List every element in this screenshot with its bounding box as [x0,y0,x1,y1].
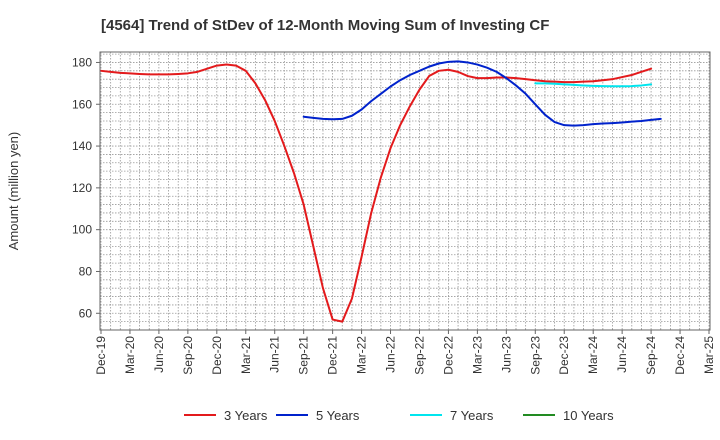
y-tick-label: 100 [72,223,92,237]
y-tick-label: 60 [79,306,93,320]
y-tick-label: 180 [72,55,92,69]
x-tick-label: Dec-24 [673,336,687,375]
y-tick-label: 160 [72,97,92,111]
y-tick-label: 140 [72,139,92,153]
chart-title: [4564] Trend of StDev of 12-Month Moving… [101,17,549,34]
plot-background [100,52,710,330]
y-axis-label: Amount (million yen) [6,132,21,251]
x-tick-label: Jun-21 [268,336,282,373]
legend-label: 5 Years [316,408,360,423]
x-tick-label: Jun-24 [615,336,629,373]
x-tick-label: Dec-23 [557,336,571,375]
series-line [100,63,653,323]
plot-frame [99,51,711,331]
x-tick-label: Mar-23 [470,336,484,374]
x-tick-label: Jun-20 [152,336,166,373]
x-tick-label: Sep-22 [412,336,426,375]
x-axis-ticks: Dec-19 Mar-20 Jun-20 Sep-20 Dec-20 Mar-21 Jun-… [94,330,716,375]
y-tick-label: 80 [79,264,93,278]
x-tick-label: Mar-24 [586,336,600,374]
x-tick-label: Mar-20 [123,336,137,374]
x-tick-label: Dec-20 [210,336,224,375]
x-tick-label: Jun-22 [384,336,398,373]
legend-label: 10 Years [563,408,614,423]
x-tick-label: Mar-22 [355,336,369,374]
x-tick-label: Sep-23 [528,336,542,375]
x-tick-label: Mar-21 [239,336,253,374]
x-tick-label: Mar-25 [702,336,716,374]
series-line [302,60,662,127]
series-line [534,82,653,88]
y-axis-ticks: 60 80 100 120 140 160 180 [72,55,100,320]
x-tick-label: Sep-21 [297,336,311,375]
y-tick-label: 120 [72,181,92,195]
series-lines [100,60,662,323]
x-tick-label: Dec-19 [94,336,108,375]
x-tick-label: Jun-23 [499,336,513,373]
x-tick-label: Dec-21 [326,336,340,375]
x-tick-label: Sep-24 [644,336,658,375]
x-tick-label: Dec-22 [441,336,455,375]
grid [100,52,710,331]
legend: 3 Years 5 Years 7 Years 10 Years [184,408,614,423]
legend-label: 7 Years [450,408,494,423]
x-tick-label: Sep-20 [181,336,195,375]
legend-label: 3 Years [224,408,268,423]
